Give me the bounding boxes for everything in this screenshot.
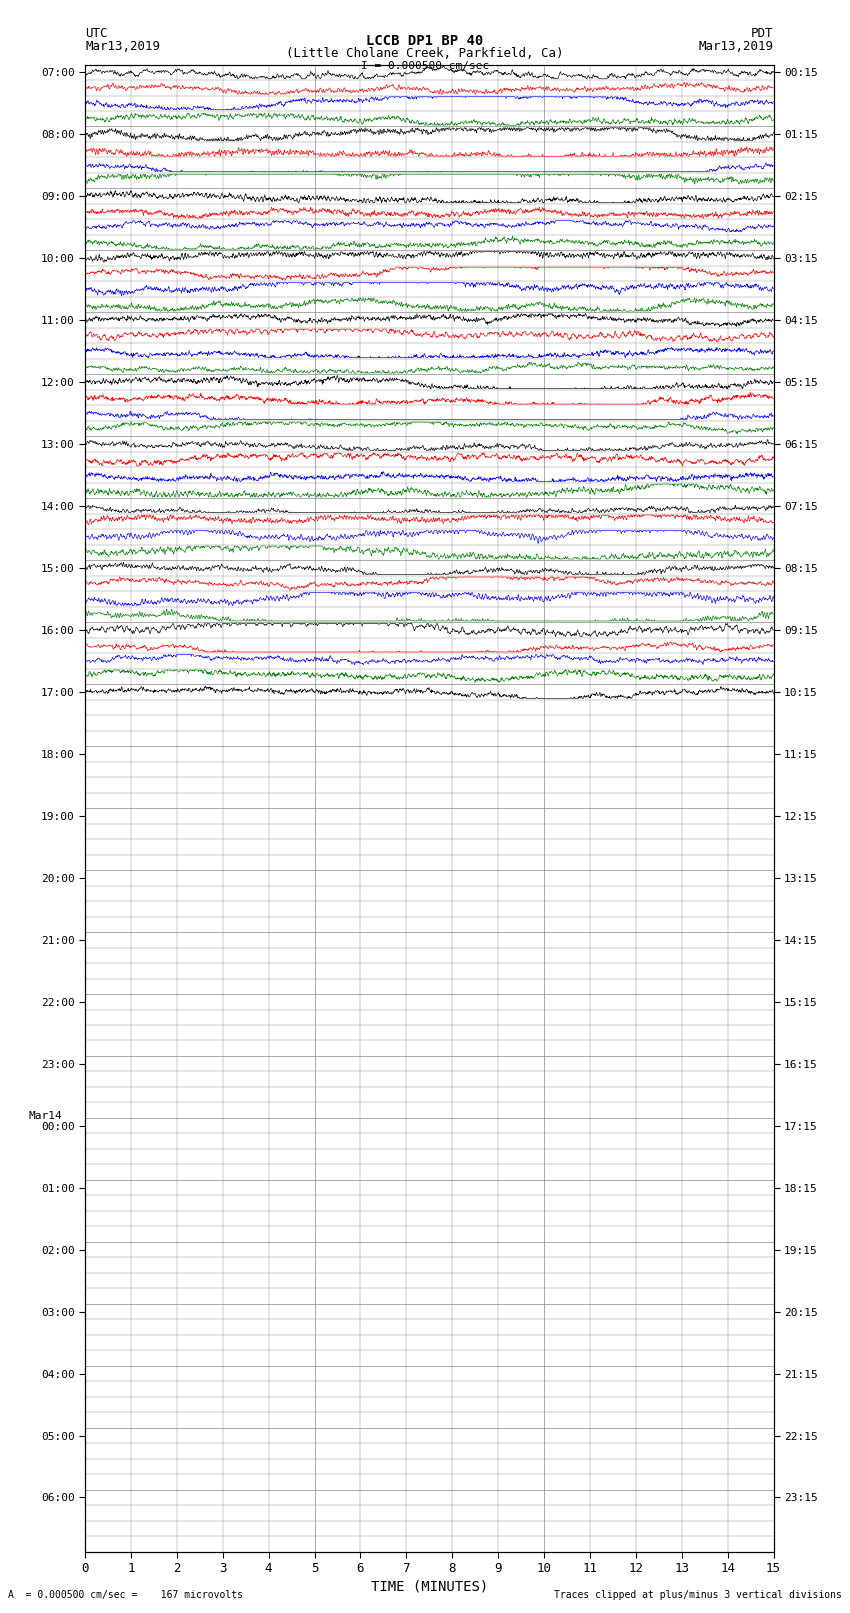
Text: A  = 0.000500 cm/sec =    167 microvolts: A = 0.000500 cm/sec = 167 microvolts: [8, 1590, 243, 1600]
Text: Mar14: Mar14: [28, 1111, 62, 1121]
Text: Mar13,2019: Mar13,2019: [85, 40, 160, 53]
Text: PDT: PDT: [751, 27, 774, 40]
Text: I = 0.000500 cm/sec: I = 0.000500 cm/sec: [361, 61, 489, 71]
Text: Traces clipped at plus/minus 3 vertical divisions: Traces clipped at plus/minus 3 vertical …: [553, 1590, 842, 1600]
Text: (Little Cholane Creek, Parkfield, Ca): (Little Cholane Creek, Parkfield, Ca): [286, 47, 564, 60]
Text: LCCB DP1 BP 40: LCCB DP1 BP 40: [366, 34, 484, 48]
Text: UTC: UTC: [85, 27, 107, 40]
Text: Mar13,2019: Mar13,2019: [699, 40, 774, 53]
X-axis label: TIME (MINUTES): TIME (MINUTES): [371, 1579, 488, 1594]
